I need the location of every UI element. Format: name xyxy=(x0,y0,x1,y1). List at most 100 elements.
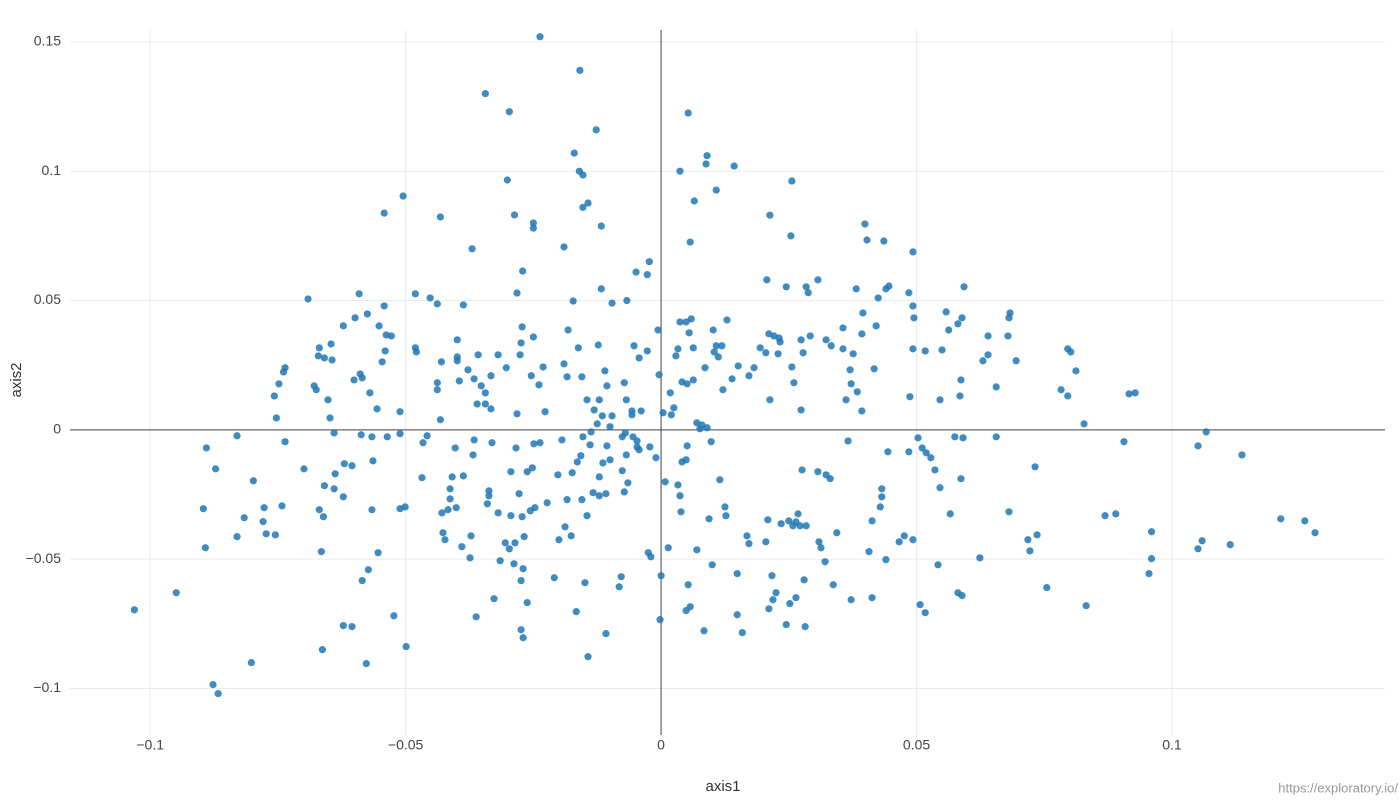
point xyxy=(686,238,694,246)
point xyxy=(745,540,753,548)
x-tick-label: 0.05 xyxy=(903,737,930,753)
point xyxy=(505,545,513,553)
point xyxy=(1005,314,1013,322)
point xyxy=(690,197,698,205)
point xyxy=(339,493,347,501)
point xyxy=(569,297,577,305)
point xyxy=(874,294,882,302)
point xyxy=(676,167,684,175)
point xyxy=(209,680,217,689)
point xyxy=(882,285,890,293)
point xyxy=(858,407,866,415)
point xyxy=(578,373,586,381)
point xyxy=(315,506,323,514)
point xyxy=(199,505,207,513)
point xyxy=(1031,463,1039,471)
point xyxy=(357,431,365,439)
point xyxy=(433,386,441,394)
point xyxy=(674,345,682,353)
point xyxy=(702,160,710,168)
point xyxy=(906,393,914,401)
point xyxy=(1024,536,1032,544)
point xyxy=(1277,515,1285,523)
point xyxy=(603,382,611,390)
point xyxy=(453,357,461,365)
point xyxy=(477,382,485,390)
point xyxy=(750,364,758,372)
point xyxy=(481,90,489,98)
point xyxy=(595,396,603,404)
point xyxy=(592,126,600,134)
point xyxy=(351,314,359,322)
point xyxy=(882,556,890,564)
point xyxy=(507,512,515,520)
point xyxy=(802,283,810,291)
point xyxy=(590,406,598,414)
point xyxy=(317,548,325,556)
point xyxy=(693,419,701,427)
point xyxy=(637,407,645,415)
point xyxy=(558,436,566,444)
point xyxy=(622,451,630,459)
point xyxy=(494,351,502,359)
y-tick-label: 0 xyxy=(53,421,61,437)
point xyxy=(743,532,751,540)
point xyxy=(772,589,780,597)
point xyxy=(577,452,585,460)
point xyxy=(676,318,684,326)
zero-lines xyxy=(70,30,1385,735)
point xyxy=(485,492,493,500)
y-tick-label: −0.1 xyxy=(33,679,61,695)
point xyxy=(423,432,431,440)
point xyxy=(701,364,709,372)
point xyxy=(275,380,283,388)
point xyxy=(481,400,489,408)
point xyxy=(1202,428,1210,436)
point xyxy=(402,642,410,651)
point xyxy=(958,592,966,600)
point xyxy=(511,539,519,547)
point xyxy=(326,414,334,422)
point xyxy=(568,469,576,477)
point xyxy=(676,492,684,500)
point xyxy=(1226,541,1234,549)
point xyxy=(262,530,270,538)
point xyxy=(578,496,586,504)
point xyxy=(861,220,869,228)
point xyxy=(279,368,288,376)
point xyxy=(618,467,626,475)
point xyxy=(503,176,511,184)
point xyxy=(469,451,477,459)
point xyxy=(459,472,467,480)
point xyxy=(1311,529,1319,537)
point xyxy=(868,594,876,602)
point xyxy=(689,376,697,384)
point xyxy=(647,553,655,561)
point xyxy=(470,375,478,383)
point xyxy=(718,342,726,350)
point xyxy=(914,434,922,442)
point xyxy=(798,466,806,474)
point xyxy=(523,598,531,607)
point xyxy=(202,444,211,452)
point xyxy=(576,66,584,74)
point xyxy=(623,296,631,305)
point xyxy=(909,345,917,353)
point xyxy=(560,360,568,368)
point xyxy=(201,544,209,552)
point xyxy=(599,459,607,467)
point xyxy=(531,504,539,512)
point xyxy=(543,499,551,507)
point xyxy=(827,342,835,350)
point xyxy=(598,412,606,420)
point xyxy=(960,283,968,291)
point xyxy=(716,476,724,484)
point xyxy=(448,473,456,481)
y-tick-label: 0.05 xyxy=(34,291,61,307)
point xyxy=(374,549,382,557)
point xyxy=(517,626,525,634)
point xyxy=(992,383,1000,391)
point xyxy=(958,314,966,322)
